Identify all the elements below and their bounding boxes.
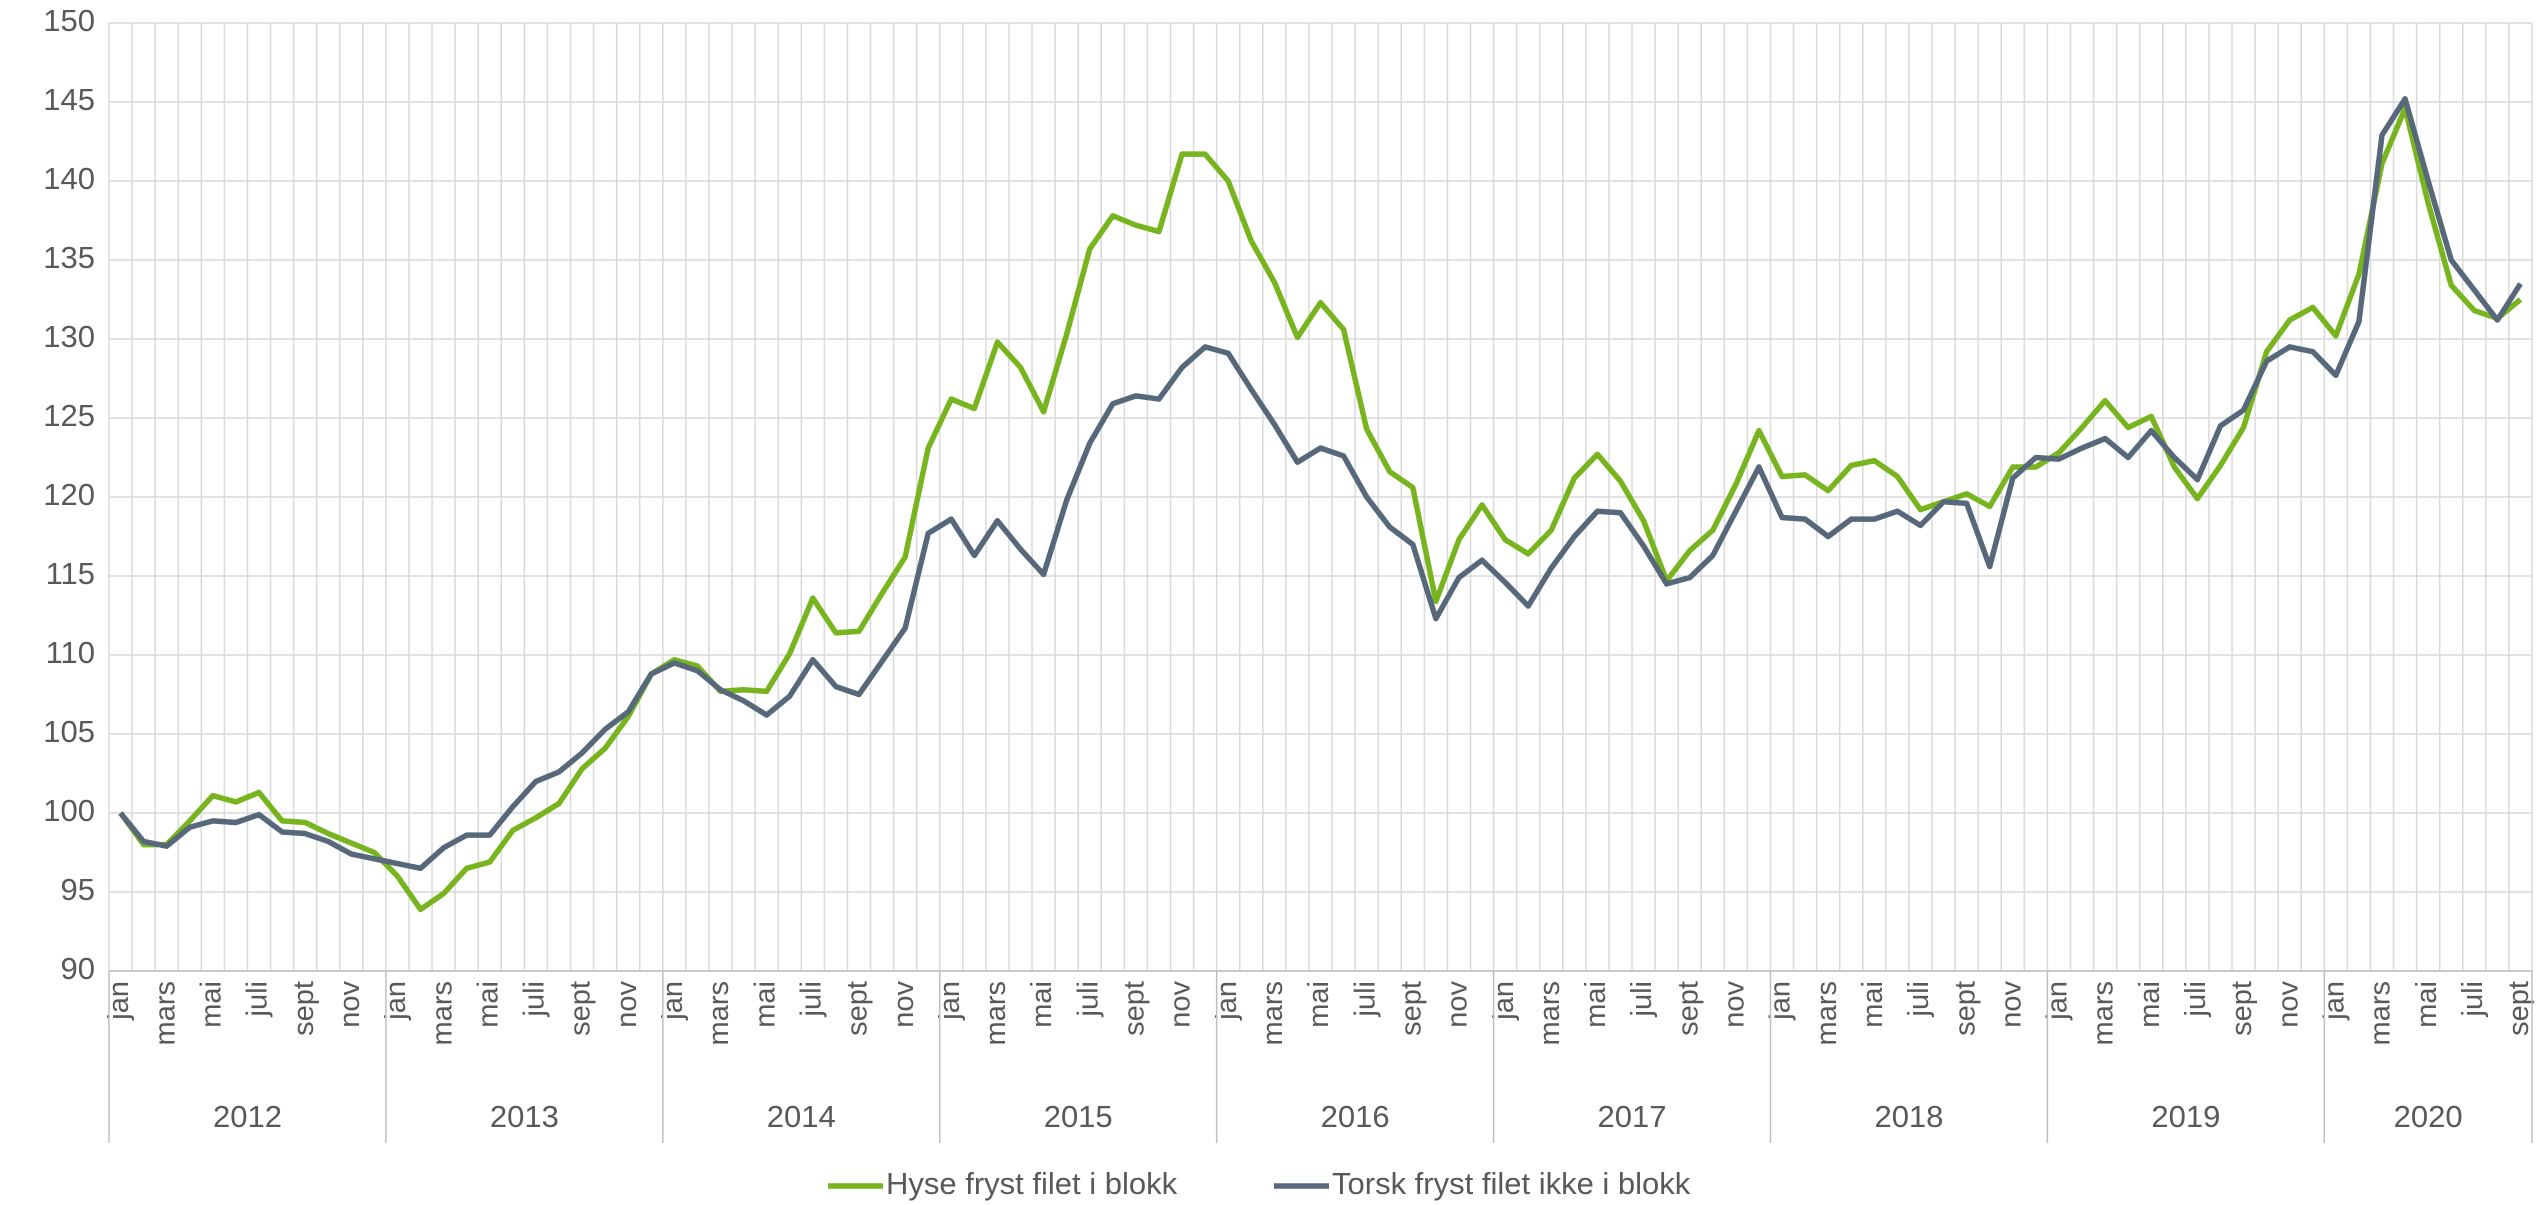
x-tick-label: nov: [888, 981, 920, 1028]
year-label: 2019: [2151, 1099, 2220, 1134]
x-tick-label: jan: [2319, 981, 2351, 1021]
x-tick-label: mai: [472, 981, 504, 1028]
y-tick-label: 100: [43, 793, 95, 828]
x-tick-label: nov: [1719, 981, 1751, 1028]
x-tick-label: mai: [1303, 981, 1335, 1028]
y-tick-label: 135: [43, 240, 95, 275]
y-tick-label: 90: [61, 951, 95, 986]
x-tick-label: jan: [1765, 981, 1797, 1021]
x-tick-label: jan: [380, 981, 412, 1021]
x-tick-label: mai: [2411, 981, 2443, 1028]
series-line: [118, 96, 2523, 872]
year-label: 2014: [767, 1099, 836, 1134]
year-label: 2017: [1598, 1099, 1667, 1134]
legend-label: Hyse fryst filet i blokk: [886, 1166, 1178, 1201]
x-tick-label: juli: [2457, 981, 2489, 1017]
x-tick-label: mai: [2134, 981, 2166, 1028]
x-tick-label: sept: [842, 981, 874, 1036]
x-tick-label: mai: [195, 981, 227, 1028]
year-label: 2015: [1044, 1099, 1113, 1134]
x-tick-label: sept: [288, 981, 320, 1036]
x-tick-label: mars: [703, 981, 735, 1045]
x-tick-label: mai: [1580, 981, 1612, 1028]
x-tick-label: mars: [2365, 981, 2397, 1045]
x-tick-label: sept: [1949, 981, 1981, 1036]
x-tick-label: mars: [1811, 981, 1843, 1045]
x-tick-label: nov: [334, 981, 366, 1028]
x-tick-label: mars: [426, 981, 458, 1045]
series-line: [118, 105, 2523, 913]
x-tick-label: mai: [1026, 981, 1058, 1028]
x-tick-label: jan: [657, 981, 689, 1021]
x-tick-label: mars: [149, 981, 181, 1045]
x-tick-label: mars: [2088, 981, 2120, 1045]
x-tick-label: jan: [1488, 981, 1520, 1021]
x-tick-label: nov: [611, 981, 643, 1028]
legend-label: Torsk fryst filet ikke i blokk: [1332, 1166, 1691, 1201]
x-tick-label: nov: [2272, 981, 2304, 1028]
x-tick-label: sept: [1119, 981, 1151, 1036]
y-tick-label: 140: [43, 161, 95, 196]
y-tick-label: 120: [43, 477, 95, 512]
y-tick-label: 95: [61, 872, 95, 907]
year-label: 2013: [490, 1099, 559, 1134]
x-tick-label: juli: [1626, 981, 1658, 1017]
x-tick-label: jan: [2042, 981, 2074, 1021]
x-tick-label: sept: [2226, 981, 2258, 1036]
x-tick-label: sept: [1672, 981, 1704, 1036]
x-tick-label: mars: [1534, 981, 1566, 1045]
x-tick-label: nov: [1995, 981, 2027, 1028]
x-tick-label: jan: [103, 981, 135, 1021]
x-tick-label: sept: [1395, 981, 1427, 1036]
x-tick-label: juli: [242, 981, 274, 1017]
y-tick-label: 115: [46, 556, 95, 591]
x-tick-label: nov: [1442, 981, 1474, 1028]
x-tick-label: juli: [795, 981, 827, 1017]
x-tick-label: juli: [1903, 981, 1935, 1017]
year-label: 2016: [1321, 1099, 1390, 1134]
x-tick-label: nov: [1165, 981, 1197, 1028]
x-tick-label: jan: [1211, 981, 1243, 1021]
y-tick-label: 130: [43, 319, 95, 354]
y-tick-label: 105: [43, 714, 95, 749]
x-tick-label: juli: [1349, 981, 1381, 1017]
year-label: 2018: [1874, 1099, 1943, 1134]
x-tick-label: mai: [1857, 981, 1889, 1028]
x-tick-label: juli: [519, 981, 551, 1017]
y-tick-label: 125: [43, 398, 95, 433]
x-tick-label: sept: [565, 981, 597, 1036]
x-tick-label: juli: [1072, 981, 1104, 1017]
x-tick-label: mai: [749, 981, 781, 1028]
y-tick-label: 145: [43, 82, 95, 117]
year-label: 2020: [2394, 1099, 2463, 1134]
x-tick-label: juli: [2180, 981, 2212, 1017]
x-tick-label: mars: [980, 981, 1012, 1045]
x-tick-label: jan: [934, 981, 966, 1021]
y-tick-label: 110: [46, 635, 95, 670]
y-tick-label: 150: [43, 3, 95, 38]
year-label: 2012: [213, 1099, 282, 1134]
x-tick-label: sept: [2503, 981, 2535, 1036]
x-tick-label: mars: [1257, 981, 1289, 1045]
